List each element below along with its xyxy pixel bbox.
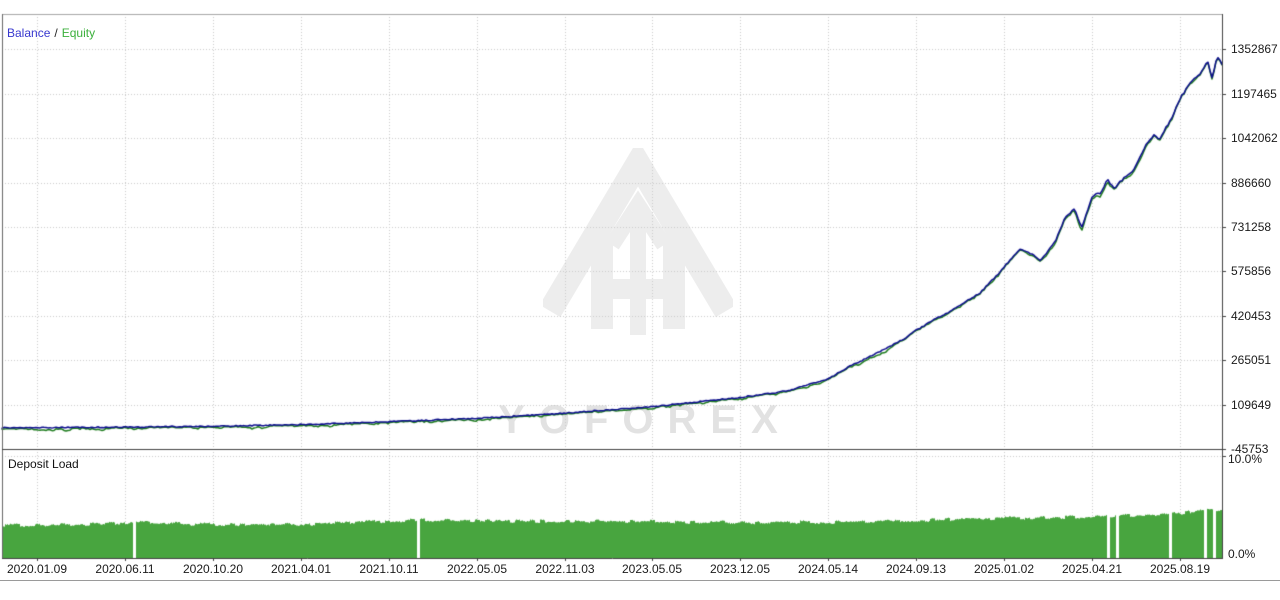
deposit-min-label: 0.0%: [1228, 547, 1256, 561]
x-axis-label: 2025.04.21: [1061, 562, 1123, 576]
y-axis-label: 1197465: [1231, 87, 1277, 101]
y-axis-label: 1042062: [1231, 131, 1278, 145]
y-axis-label: 420453: [1231, 309, 1272, 323]
bottom-divider: [0, 580, 1280, 581]
chart-legend: Balance / Equity: [7, 26, 95, 40]
x-axis-label: 2021.10.11: [359, 562, 419, 576]
x-axis-label: 2020.01.09: [6, 562, 68, 576]
y-axis-label: 731258: [1231, 220, 1272, 234]
deposit-max-label: 10.0%: [1228, 452, 1263, 466]
legend-equity-label: Equity: [61, 26, 96, 40]
legend-separator: /: [54, 26, 58, 40]
legend-balance-label: Balance: [7, 26, 51, 40]
x-axis-label: 2022.05.05: [446, 562, 508, 576]
y-axis-label: 265051: [1231, 353, 1272, 367]
x-axis-label: 2021.04.01: [270, 562, 332, 576]
x-axis-label: 2024.09.13: [885, 562, 947, 576]
deposit-load-label: Deposit Load: [8, 457, 79, 471]
x-axis-label: 2020.10.20: [182, 562, 244, 576]
y-axis-label: 886660: [1231, 176, 1272, 190]
x-axis-label: 2020.06.11: [95, 562, 155, 576]
x-axis-label: 2023.05.05: [621, 562, 683, 576]
x-axis-label: 2022.11.03: [535, 562, 595, 576]
y-axis-label: 1352867: [1231, 42, 1278, 56]
x-axis-label: 2025.08.19: [1149, 562, 1211, 576]
y-axis-labels: 1352867 1197465 1042062 886660 731258 575856 4…: [1228, 0, 1280, 453]
y-axis-label: 575856: [1231, 264, 1272, 278]
x-axis-label: 2024.05.14: [797, 562, 859, 576]
y-axis-label: 109649: [1231, 398, 1272, 412]
y-axis-label: -45753: [1231, 442, 1269, 453]
x-axis-label: 2025.01.02: [973, 562, 1035, 576]
x-axis-label: 2023.12.05: [709, 562, 771, 576]
